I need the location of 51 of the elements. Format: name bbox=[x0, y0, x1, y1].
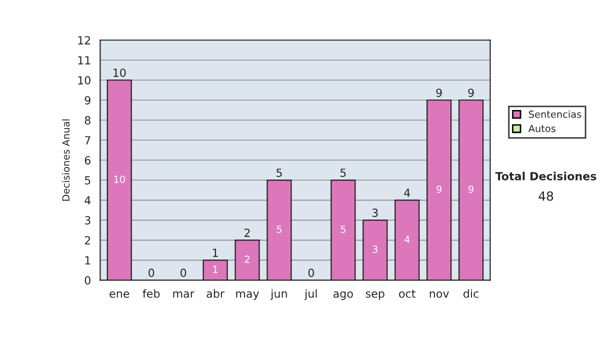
y-tick-label: 5 bbox=[84, 176, 90, 185]
y-tick-label: 4 bbox=[84, 196, 91, 204]
total-label: 5 bbox=[340, 168, 346, 177]
y-tick-label: 9 bbox=[84, 96, 90, 105]
data-label: 9 bbox=[436, 186, 442, 193]
data-label: 2 bbox=[244, 256, 250, 263]
total-label: 4 bbox=[404, 188, 410, 197]
y-axis-title: Decisiones Anual bbox=[62, 119, 70, 201]
data-label: 5 bbox=[340, 226, 346, 233]
total-label: 5 bbox=[276, 168, 282, 177]
x-tick-label: nov bbox=[430, 291, 449, 298]
text: 48 bbox=[538, 191, 554, 201]
total-label: 2 bbox=[244, 228, 250, 237]
total-label: 0 bbox=[308, 268, 314, 278]
text: Total Decisiones bbox=[495, 172, 596, 180]
data-label: 3 bbox=[372, 246, 378, 253]
x-tick-label: may bbox=[236, 291, 260, 300]
x-tick-label: ene bbox=[110, 291, 130, 298]
data-label: 5 bbox=[276, 226, 282, 233]
x-tick-label: dic bbox=[464, 289, 478, 298]
y-tick-label: 7 bbox=[85, 136, 90, 144]
legend-label: Autos bbox=[528, 124, 556, 132]
total-label: 1 bbox=[212, 248, 218, 257]
y-tick-label: 2 bbox=[84, 236, 90, 244]
data-label: 4 bbox=[404, 236, 410, 243]
x-tick-label: oct bbox=[399, 290, 416, 298]
legend-label: Sentencias bbox=[528, 110, 582, 118]
y-tick-label: 0 bbox=[84, 276, 90, 285]
y-tick-label: 11 bbox=[78, 56, 90, 64]
x-tick-label: sep bbox=[366, 291, 384, 300]
x-tick-label: ago bbox=[333, 291, 353, 300]
data-label: 1 bbox=[213, 266, 218, 273]
total-label: 0 bbox=[148, 268, 154, 278]
total-label: 0 bbox=[180, 268, 186, 278]
y-tick-label: 10 bbox=[78, 76, 90, 85]
x-tick-label: feb bbox=[142, 289, 160, 298]
total-label: 10 bbox=[114, 68, 126, 77]
y-tick-label: 3 bbox=[84, 216, 90, 225]
total-label: 9 bbox=[436, 88, 442, 97]
x-tick-label: abr bbox=[206, 289, 224, 298]
y-tick-label: 12 bbox=[78, 36, 90, 44]
y-tick-label: 8 bbox=[84, 116, 90, 125]
x-tick-label: mar bbox=[173, 291, 194, 298]
data-label: 10 bbox=[114, 176, 125, 183]
y-tick-label: 1 bbox=[85, 256, 90, 264]
y-tick-label: 6 bbox=[84, 156, 90, 165]
total-label: 3 bbox=[372, 208, 378, 217]
data-label: 9 bbox=[468, 186, 474, 193]
x-tick-label: jun bbox=[270, 289, 287, 300]
total-label: 9 bbox=[468, 88, 474, 97]
x-tick-label: jul bbox=[304, 289, 317, 300]
